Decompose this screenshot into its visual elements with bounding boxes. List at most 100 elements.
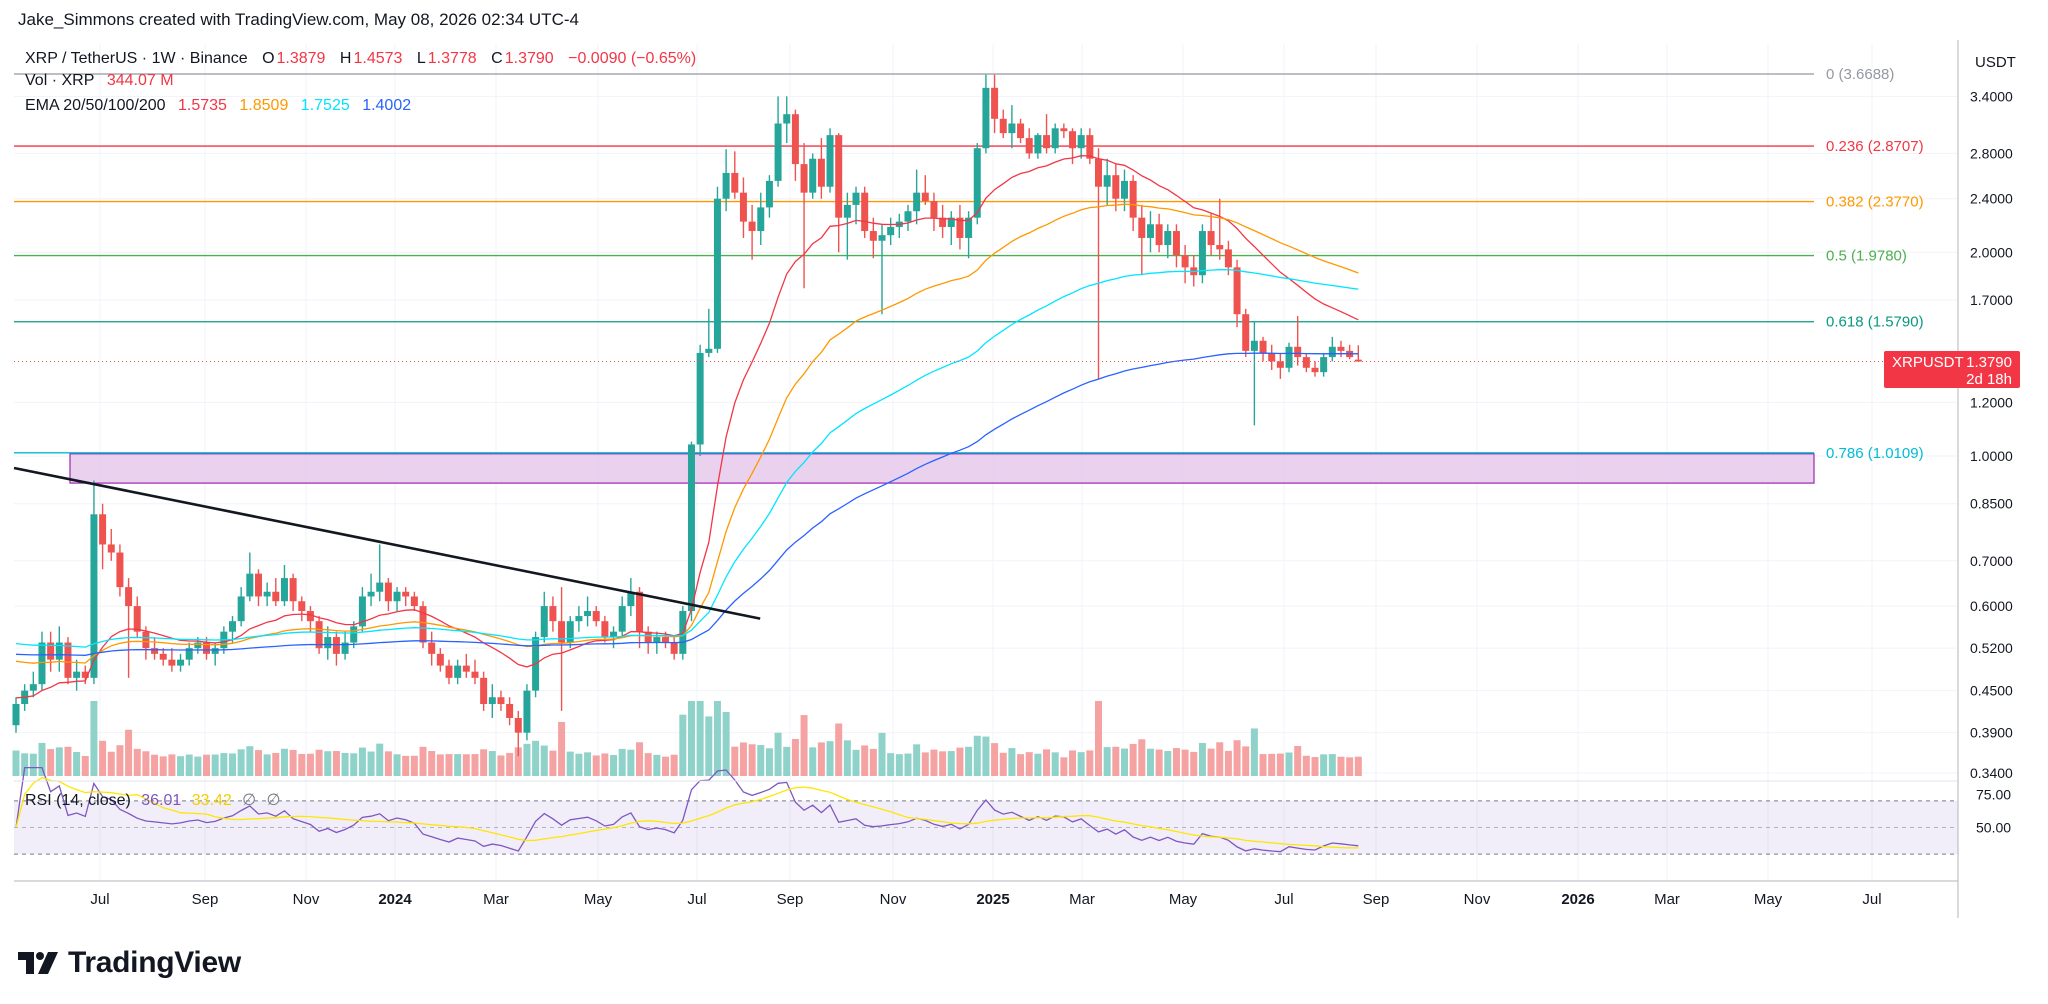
close-value: 1.3790 [504, 50, 554, 67]
volume-bar [852, 749, 860, 776]
volume-bar [168, 754, 176, 776]
candle-body [575, 616, 583, 622]
candle-body [791, 114, 799, 165]
rsi-ma-value: 33.42 [191, 792, 232, 809]
candle-body [592, 611, 600, 622]
candle-body [324, 637, 332, 649]
volume-bar [254, 750, 262, 776]
candle-body [445, 665, 453, 678]
volume-bar [1337, 756, 1345, 776]
price-axis-label: 0.3900 [1970, 725, 2013, 741]
time-axis-label: Jul [1274, 891, 1293, 908]
ema-legend[interactable]: EMA 20/50/100/200 1.5735 1.8509 1.7525 1… [25, 97, 413, 115]
descending-trendline[interactable] [13, 466, 761, 620]
candle-body [177, 659, 185, 666]
candle-body [1181, 255, 1189, 268]
volume-bar [1103, 747, 1111, 776]
ema100-value: 1.7525 [300, 97, 350, 114]
volume-bar [705, 716, 713, 776]
candle-body [610, 631, 618, 638]
volume-bar [1060, 757, 1068, 776]
candle-body [229, 621, 236, 632]
volume-bar [237, 749, 245, 776]
axes[interactable]: USDT 3.4000 2.8000 2.4000 2.0000 1.7000 1.2000… [14, 40, 2016, 918]
support-zone-layer [69, 453, 1815, 484]
candle-body [601, 621, 609, 638]
volume-bar [532, 740, 540, 776]
volume-bar [376, 743, 384, 776]
candle-body [774, 123, 782, 181]
time-axis-label: Nov [293, 891, 320, 908]
volume-bar [1268, 753, 1276, 776]
candle-body [393, 591, 401, 602]
tradingview-logo[interactable]: TradingView [16, 946, 241, 980]
volume-bar [488, 751, 496, 776]
candle-body [1120, 180, 1128, 199]
volume-bar [748, 744, 756, 776]
volume-bar [861, 745, 869, 776]
candle-body [81, 671, 89, 678]
candle-body [878, 235, 886, 241]
candle-body [636, 591, 644, 632]
candle-body [151, 648, 159, 654]
volume-bar [947, 751, 955, 776]
volume-bar [1095, 701, 1102, 776]
candle-body [1276, 361, 1284, 368]
candle-body [1138, 217, 1146, 238]
last-price-tag: XRPUSDT 1.3790 2d 18h [1884, 351, 2020, 388]
volume-bar [636, 742, 644, 776]
fib-label-0.382: 0.382 (2.3770) [1826, 194, 1924, 211]
fib-label-0.236: 0.236 (2.8707) [1826, 138, 1924, 155]
price-axis-label: 0.8500 [1970, 496, 2013, 512]
candle-body [1328, 346, 1336, 358]
candle-body [696, 352, 704, 445]
volume-bar [887, 753, 895, 776]
low-value: 1.3778 [427, 50, 477, 67]
candle-body [687, 444, 695, 612]
volume-bar [549, 750, 557, 776]
open-value: 1.3879 [276, 50, 326, 67]
volume-legend[interactable]: Vol · XRP 344.07 M [25, 72, 176, 90]
time-axis-label: 2024 [378, 891, 412, 908]
volume-bar [428, 751, 436, 776]
volume-bar [627, 749, 635, 776]
candle-body [540, 606, 548, 638]
trendline-layer[interactable] [13, 466, 761, 620]
volume-bar [921, 752, 929, 776]
candle-body [653, 637, 661, 643]
rsi-legend[interactable]: RSI (14, close) 36.01 33.42 ∅ ∅ [25, 790, 281, 810]
candle-body [246, 573, 254, 597]
candle-body [558, 621, 566, 643]
volume-value: 344.07 M [106, 72, 174, 89]
candle-body [913, 192, 921, 212]
bar-countdown: 2d 18h [1966, 371, 2012, 388]
candle-body [384, 582, 392, 602]
candle-body [800, 164, 808, 193]
candle-body [367, 591, 375, 597]
candle-body [887, 226, 895, 236]
currency-label[interactable]: USDT [1975, 54, 2016, 71]
volume-bar [1311, 757, 1319, 776]
ema100-line [15, 268, 1359, 648]
candle-body [1250, 340, 1258, 351]
volume-bar [272, 752, 280, 776]
candle-body [125, 587, 133, 607]
volume-bar [1077, 752, 1085, 776]
volume-bar [1346, 757, 1354, 776]
rsi-pane[interactable] [14, 766, 1958, 855]
time-axis-label: Sep [1363, 891, 1390, 908]
chart-credit: Jake_Simmons created with TradingView.co… [18, 10, 579, 29]
candle-body [237, 596, 245, 622]
candle-body [471, 671, 479, 678]
time-axis-label: 2025 [976, 891, 1009, 908]
candle-body [1172, 231, 1180, 256]
volume-bar [774, 732, 782, 776]
volume-bar [1025, 752, 1033, 776]
support-zone[interactable] [69, 453, 1815, 484]
time-axis-label: Jul [1862, 891, 1881, 908]
symbol-name[interactable]: XRP / TetherUS · 1W · Binance [25, 50, 248, 67]
volume-bar [462, 754, 470, 776]
candle-body [402, 591, 410, 597]
